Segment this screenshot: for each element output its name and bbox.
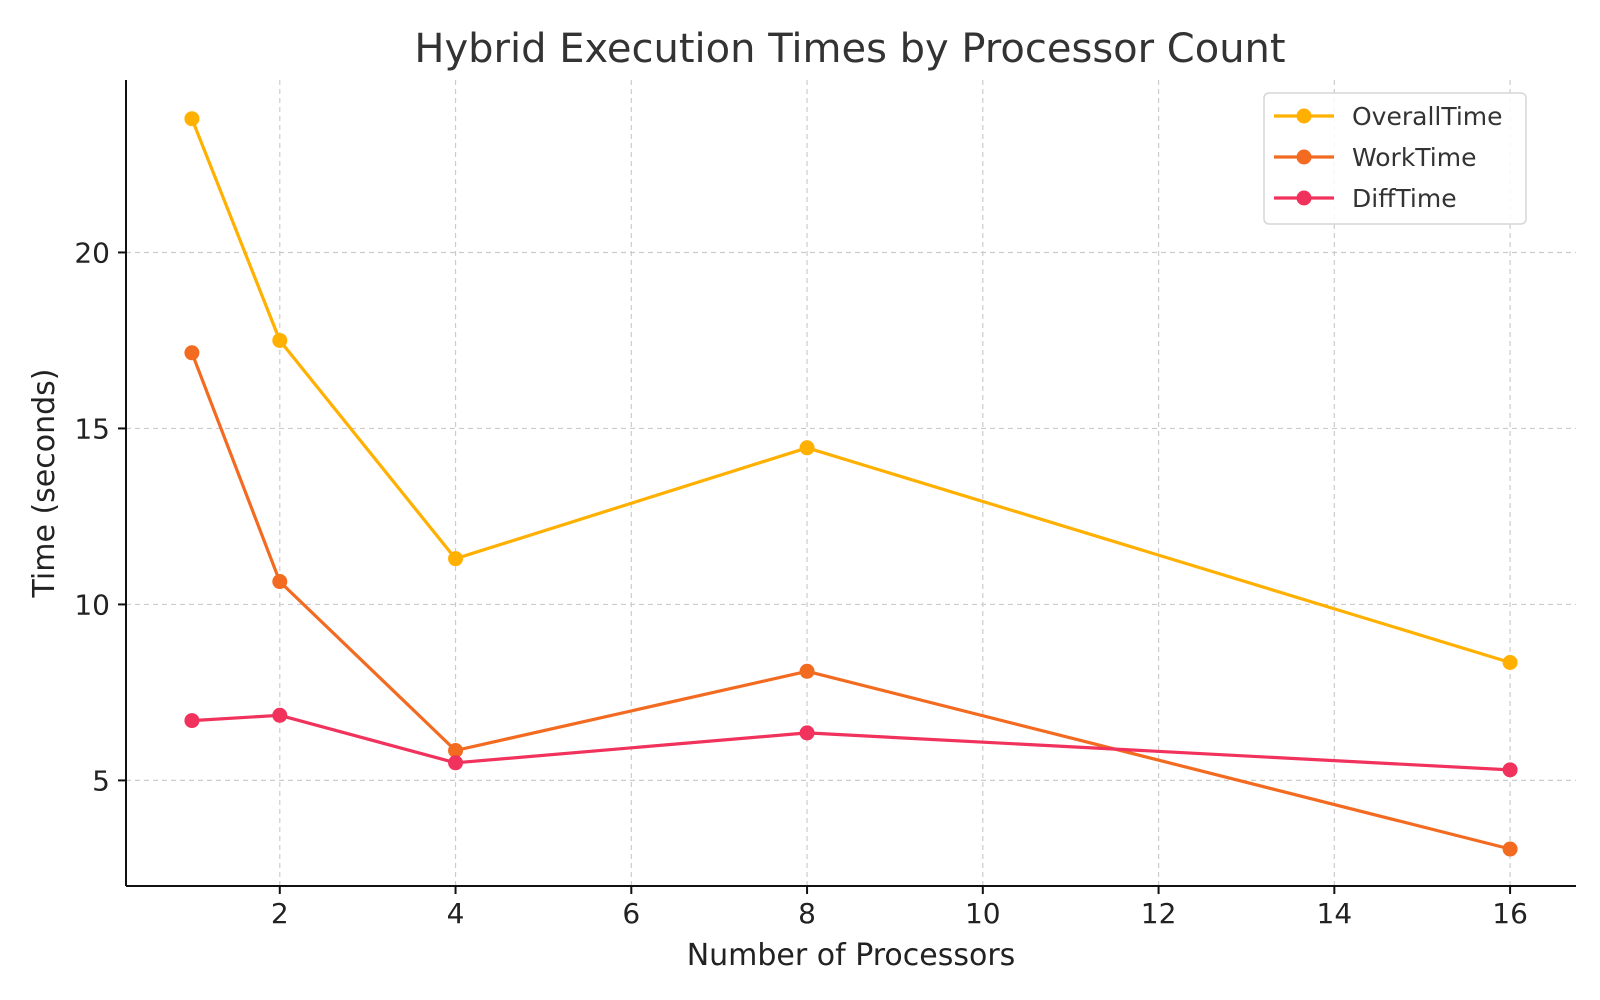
grid-lines [126,80,1576,886]
series-lines [184,111,1518,857]
y-axis-label: Time (seconds) [27,369,62,599]
chart-title: Hybrid Execution Times by Processor Coun… [414,26,1285,72]
data-point-difftime [799,725,815,741]
data-point-worktime [1502,841,1518,857]
data-point-overalltime [799,440,815,456]
tick-labels: 2 4 6 8 10 12 14 16 5 10 15 20 [74,236,1528,930]
x-tick-label: 6 [622,897,640,930]
data-point-worktime [184,345,200,361]
legend-entry-worktime: WorkTime [1274,143,1477,172]
data-point-difftime [1502,762,1518,778]
series-line-difftime [191,713,1511,772]
x-tick-label: 16 [1492,897,1528,930]
data-point-overalltime [184,111,200,127]
legend-marker [1296,108,1312,124]
legend-label: DiffTime [1352,184,1457,213]
series-overalltime [184,111,1518,671]
x-tick-label: 12 [1141,897,1177,930]
legend-label: OverallTime [1352,102,1503,131]
series-worktime [184,345,1518,857]
legend-box [1263,92,1527,225]
legend: OverallTime WorkTime DiffTime [1263,92,1527,225]
y-tick-label: 5 [92,764,110,797]
axes [118,80,1576,894]
x-tick-label: 10 [965,897,1001,930]
x-axis-label: Number of Processors [687,938,1016,973]
x-tick-label: 14 [1317,897,1353,930]
legend-marker [1296,190,1312,206]
y-tick-label: 20 [74,236,110,269]
data-point-difftime [184,713,200,729]
legend-label: WorkTime [1352,143,1477,172]
y-tick-label: 15 [74,412,110,445]
legend-marker [1296,149,1312,165]
data-point-overalltime [1502,655,1518,671]
legend-entry-difftime: DiffTime [1274,184,1457,213]
x-tick-label: 2 [271,897,289,930]
series-difftime [184,707,1518,778]
legend-entry-overalltime: OverallTime [1274,102,1503,131]
x-tick-label: 8 [798,897,816,930]
data-point-difftime [272,707,288,723]
data-point-difftime [448,755,464,771]
data-point-worktime [799,663,815,679]
data-point-overalltime [448,551,464,567]
x-tick-label: 4 [447,897,465,930]
data-point-worktime [448,742,464,758]
data-point-worktime [272,574,288,590]
data-point-overalltime [272,332,288,348]
y-tick-label: 10 [74,588,110,621]
